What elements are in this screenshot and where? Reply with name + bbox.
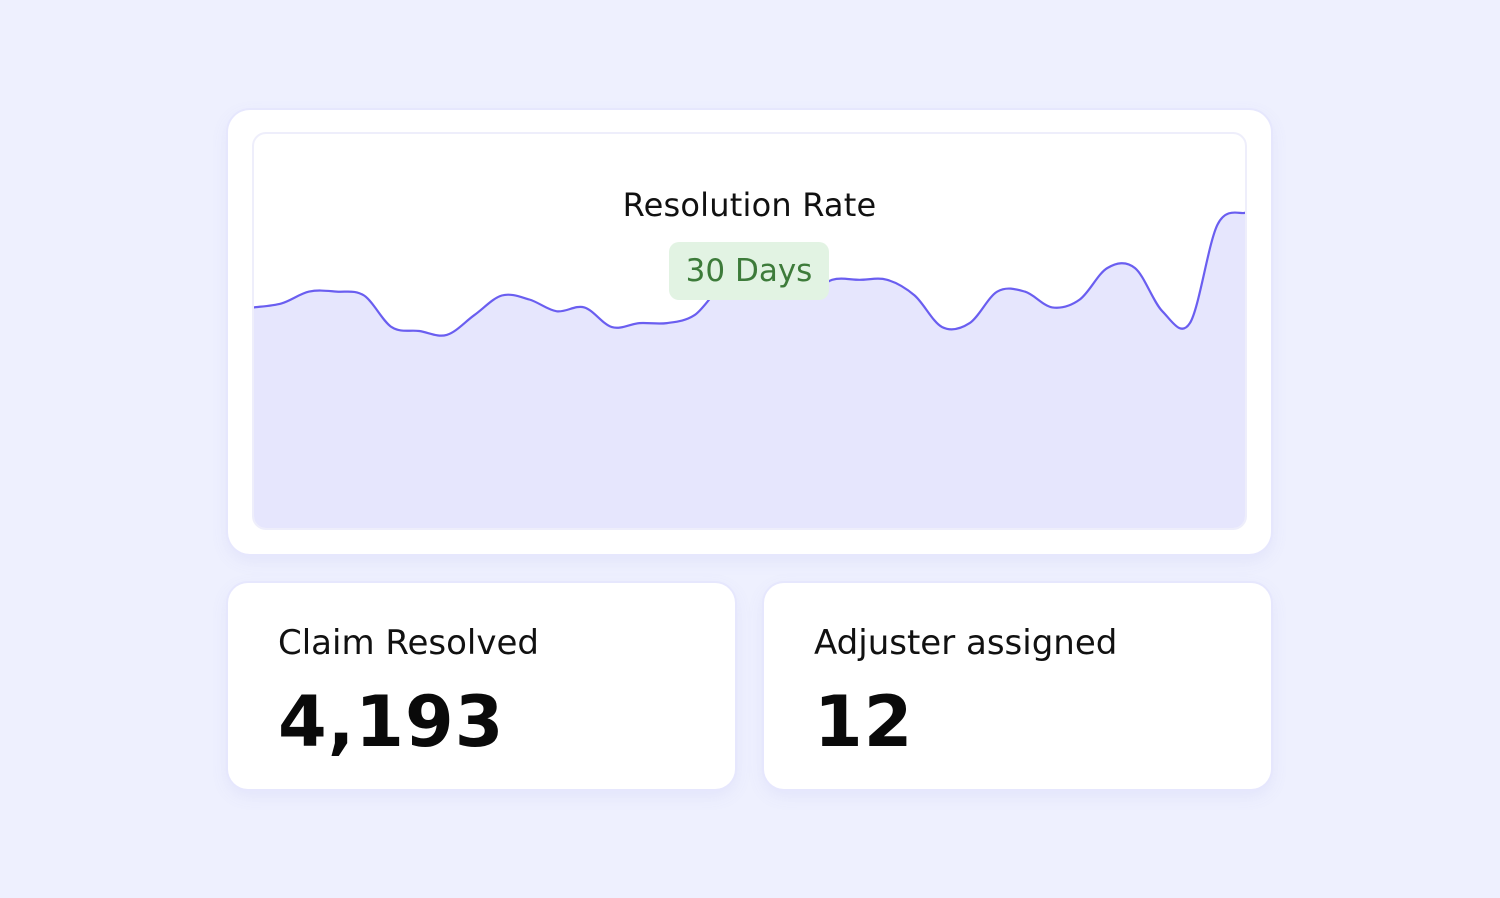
stat-label: Adjuster assigned: [814, 623, 1118, 663]
stat-label: Claim Resolved: [278, 623, 539, 663]
chart-point-33: [1160, 309, 1164, 313]
chart-point-4: [362, 294, 366, 298]
chart-point-5: [390, 325, 394, 329]
chart-point-32: [1133, 266, 1137, 270]
resolution-rate-card: Resolution Rate 30 Days: [228, 110, 1271, 554]
chart-point-3: [335, 290, 339, 294]
chart-point-9: [500, 294, 504, 298]
chart-point-7: [445, 333, 449, 337]
chart-point-11: [555, 309, 559, 313]
chart-panel: Resolution Rate 30 Days: [252, 132, 1247, 530]
chart-point-34: [1188, 321, 1192, 325]
chart-point-28: [1023, 290, 1027, 294]
chart-point-2: [307, 290, 311, 294]
chart-point-12: [582, 305, 586, 309]
stat-value: 12: [814, 681, 914, 763]
chart-point-10: [527, 298, 531, 302]
chart-point-27: [995, 290, 999, 294]
chart-point-30: [1078, 298, 1082, 302]
adjuster-assigned-card: Adjuster assigned 12: [764, 583, 1271, 789]
chart-point-25: [940, 325, 944, 329]
chart-point-26: [968, 321, 972, 325]
chart-point-13: [610, 325, 614, 329]
chart-point-21: [830, 278, 834, 282]
period-badge[interactable]: 30 Days: [669, 242, 829, 300]
chart-point-15: [665, 321, 669, 325]
stat-value: 4,193: [278, 681, 505, 763]
chart-point-31: [1105, 266, 1109, 270]
chart-point-8: [472, 313, 476, 317]
claims-resolved-card: Claim Resolved 4,193: [228, 583, 735, 789]
chart-point-22: [858, 278, 862, 282]
chart-title: Resolution Rate: [622, 186, 877, 224]
chart-point-6: [417, 329, 421, 333]
chart-point-14: [637, 321, 641, 325]
chart-point-1: [280, 301, 284, 305]
chart-point-16: [692, 313, 696, 317]
chart-area-fill: [254, 212, 1245, 528]
chart-point-29: [1050, 305, 1054, 309]
chart-point-23: [885, 278, 889, 282]
chart-point-24: [913, 294, 917, 298]
